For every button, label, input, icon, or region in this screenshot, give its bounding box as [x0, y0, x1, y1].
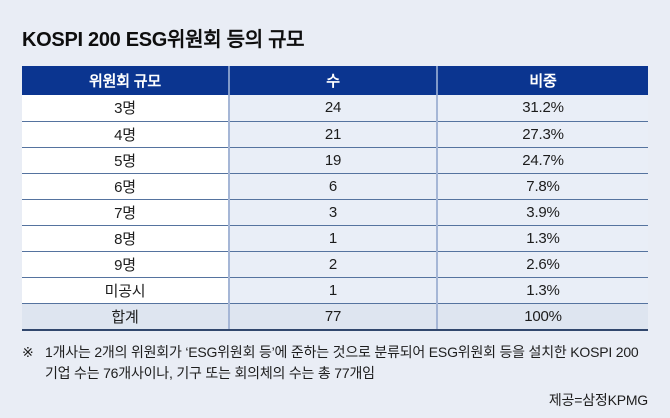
cell-size: 4명: [22, 121, 229, 148]
column-header-committee-size: 위원회 규모: [22, 66, 229, 95]
cell-total-label: 합계: [22, 303, 229, 331]
table-row: 미공시 1 1.3%: [22, 277, 648, 304]
table-row: 6명 6 7.8%: [22, 173, 648, 200]
cell-share: 3.9%: [436, 199, 648, 226]
cell-count: 21: [228, 121, 437, 148]
cell-size: 미공시: [22, 277, 229, 304]
table-row: 3명 24 31.2%: [22, 95, 648, 122]
cell-count: 6: [228, 173, 437, 200]
cell-share: 7.8%: [436, 173, 648, 200]
source-credit: 제공=삼정KPMG: [548, 392, 648, 408]
table-row: 4명 21 27.3%: [22, 121, 648, 148]
esg-committee-size-table: 위원회 규모 수 비중 3명 24 31.2% 4명 21 27.3% 5명 1…: [22, 66, 648, 331]
table-row: 9명 2 2.6%: [22, 251, 648, 278]
cell-size: 3명: [22, 95, 229, 122]
cell-size: 5명: [22, 147, 229, 174]
footnote-line-1: 1개사는 2개의 위원회가 ‘ESG위원회 등’에 준하는 것으로 분류되어 E…: [45, 344, 639, 360]
footnote: ※ 1개사는 2개의 위원회가 ‘ESG위원회 등’에 준하는 것으로 분류되어…: [22, 342, 648, 384]
cell-share: 24.7%: [436, 147, 648, 174]
cell-count: 24: [228, 95, 437, 122]
column-header-count: 수: [228, 66, 437, 95]
cell-size: 7명: [22, 199, 229, 226]
cell-size: 8명: [22, 225, 229, 252]
column-header-share: 비중: [436, 66, 648, 95]
cell-count: 2: [228, 251, 437, 278]
table-header-row: 위원회 규모 수 비중: [22, 66, 648, 95]
cell-count: 1: [228, 225, 437, 252]
footnote-line-2: 기업 수는 76개사이나, 기구 또는 회의체의 수는 총 77개임: [45, 365, 375, 381]
cell-share: 2.6%: [436, 251, 648, 278]
cell-share: 1.3%: [436, 277, 648, 304]
cell-share: 31.2%: [436, 95, 648, 122]
table-row: 5명 19 24.7%: [22, 147, 648, 174]
footnote-marker: ※: [22, 344, 34, 360]
cell-total-count: 77: [228, 303, 437, 331]
table-total-row: 합계 77 100%: [22, 303, 648, 331]
cell-share: 1.3%: [436, 225, 648, 252]
cell-share: 27.3%: [436, 121, 648, 148]
cell-total-share: 100%: [436, 303, 648, 331]
table-row: 7명 3 3.9%: [22, 199, 648, 226]
cell-count: 19: [228, 147, 437, 174]
cell-count: 1: [228, 277, 437, 304]
page-title: KOSPI 200 ESG위원회 등의 규모: [22, 29, 305, 51]
footnote-text: 1개사는 2개의 위원회가 ‘ESG위원회 등’에 준하는 것으로 분류되어 E…: [45, 342, 639, 384]
cell-count: 3: [228, 199, 437, 226]
cell-size: 9명: [22, 251, 229, 278]
table-row: 8명 1 1.3%: [22, 225, 648, 252]
cell-size: 6명: [22, 173, 229, 200]
